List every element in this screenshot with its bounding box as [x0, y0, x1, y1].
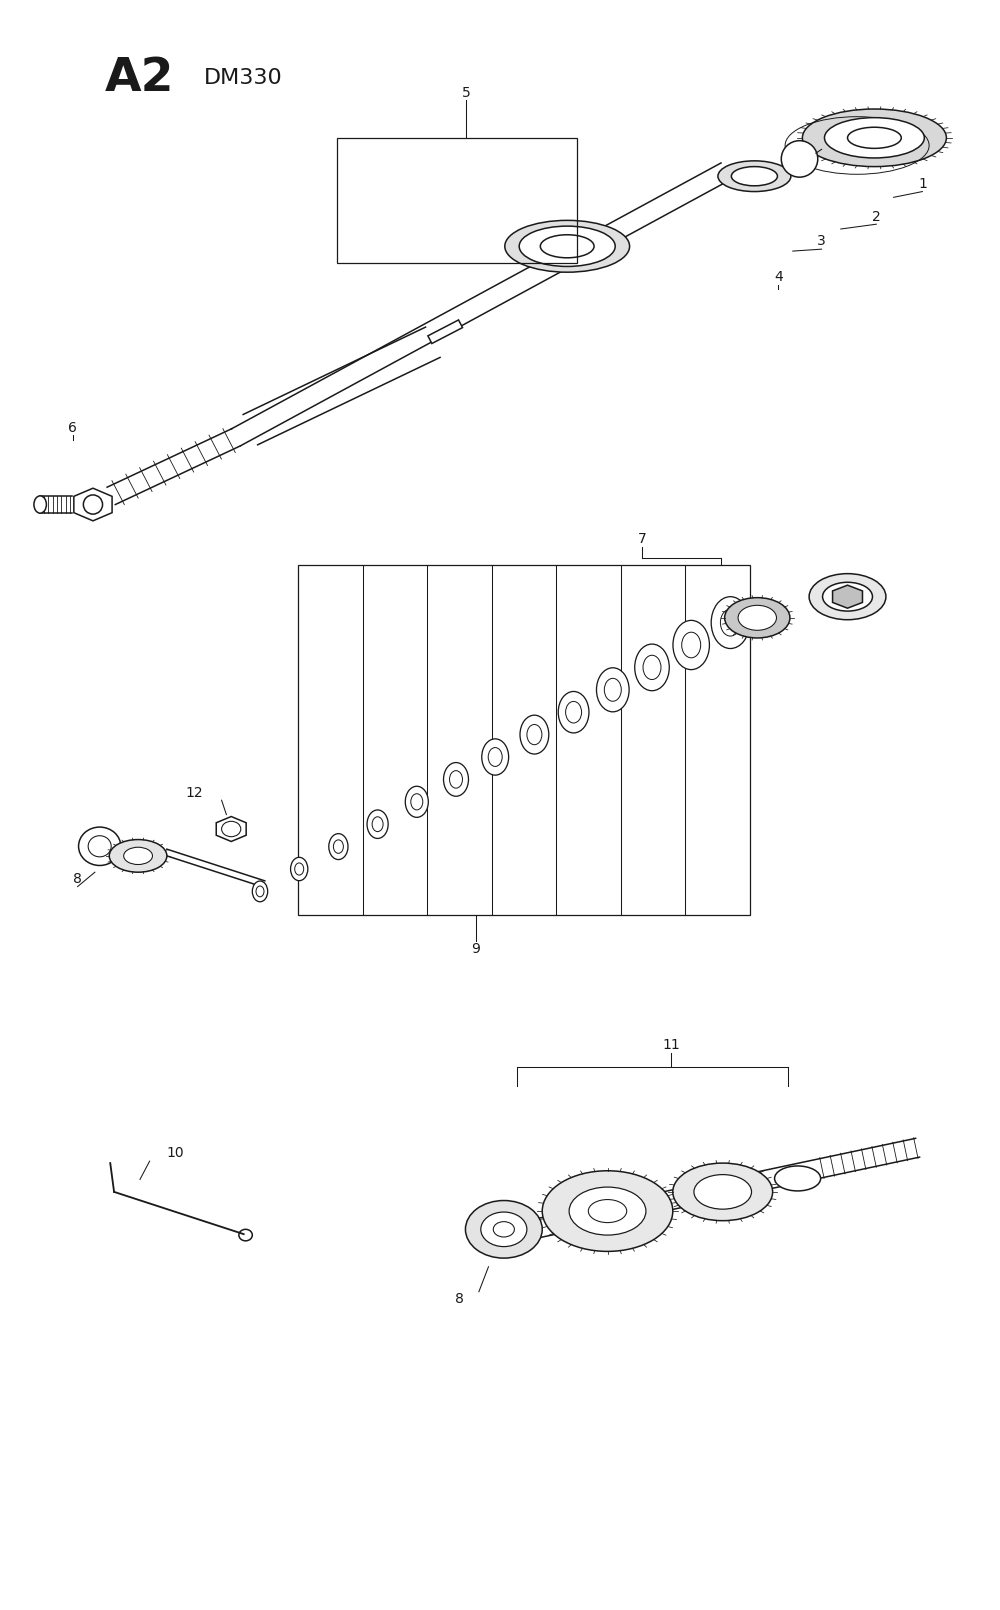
Ellipse shape	[83, 494, 103, 514]
Ellipse shape	[239, 1230, 252, 1241]
Text: 4: 4	[774, 270, 783, 283]
Ellipse shape	[569, 1187, 646, 1235]
Text: 5: 5	[462, 85, 471, 100]
Ellipse shape	[718, 161, 791, 192]
Text: 12: 12	[186, 786, 204, 800]
Ellipse shape	[256, 886, 264, 897]
Text: 8: 8	[73, 873, 82, 886]
Text: 6: 6	[68, 420, 77, 435]
Polygon shape	[216, 816, 246, 842]
Text: 2: 2	[872, 209, 881, 224]
Bar	[298, 565, 750, 916]
Ellipse shape	[450, 771, 462, 789]
Text: 10: 10	[167, 1146, 184, 1161]
Polygon shape	[428, 320, 463, 343]
Text: 1: 1	[918, 177, 927, 192]
Text: 8: 8	[455, 1293, 464, 1306]
Ellipse shape	[493, 1222, 514, 1236]
Ellipse shape	[635, 644, 669, 691]
Ellipse shape	[109, 839, 167, 873]
Ellipse shape	[711, 597, 750, 649]
Ellipse shape	[588, 1199, 627, 1222]
Ellipse shape	[673, 1162, 773, 1220]
Ellipse shape	[558, 691, 589, 733]
Polygon shape	[74, 488, 112, 522]
Ellipse shape	[329, 834, 348, 860]
Ellipse shape	[823, 583, 872, 612]
Ellipse shape	[682, 633, 701, 658]
Ellipse shape	[79, 828, 121, 866]
Ellipse shape	[738, 605, 776, 630]
Ellipse shape	[295, 863, 304, 876]
Ellipse shape	[481, 1212, 527, 1246]
Ellipse shape	[482, 739, 509, 774]
Ellipse shape	[781, 140, 818, 177]
Text: A2: A2	[104, 56, 174, 101]
Ellipse shape	[809, 573, 886, 620]
Ellipse shape	[520, 715, 549, 753]
Ellipse shape	[775, 1166, 821, 1191]
Ellipse shape	[444, 763, 468, 797]
Ellipse shape	[411, 794, 423, 810]
Ellipse shape	[566, 702, 582, 723]
Ellipse shape	[222, 821, 241, 837]
Text: 7: 7	[638, 531, 646, 546]
Ellipse shape	[802, 109, 946, 166]
Polygon shape	[833, 584, 862, 609]
Ellipse shape	[824, 118, 924, 158]
Text: DM330: DM330	[204, 68, 283, 89]
Ellipse shape	[372, 816, 383, 832]
Ellipse shape	[519, 225, 615, 266]
Text: 3: 3	[817, 235, 826, 248]
Ellipse shape	[643, 655, 661, 679]
Ellipse shape	[725, 597, 790, 638]
Ellipse shape	[88, 836, 111, 857]
Ellipse shape	[694, 1175, 752, 1209]
Ellipse shape	[731, 166, 777, 185]
Ellipse shape	[604, 678, 621, 702]
Ellipse shape	[367, 810, 388, 839]
Text: 9: 9	[472, 942, 480, 956]
Ellipse shape	[720, 609, 740, 636]
Text: 11: 11	[662, 1038, 680, 1051]
Ellipse shape	[488, 747, 502, 766]
Ellipse shape	[124, 847, 152, 865]
Ellipse shape	[596, 668, 629, 712]
Ellipse shape	[252, 881, 268, 902]
Ellipse shape	[291, 858, 308, 881]
Bar	[337, 138, 577, 262]
Ellipse shape	[465, 1201, 542, 1257]
Ellipse shape	[542, 1170, 673, 1251]
Ellipse shape	[405, 786, 428, 818]
Ellipse shape	[540, 235, 594, 258]
Ellipse shape	[34, 496, 46, 514]
Ellipse shape	[527, 724, 542, 745]
Ellipse shape	[505, 221, 630, 272]
Ellipse shape	[673, 620, 709, 670]
Ellipse shape	[333, 840, 343, 853]
Ellipse shape	[848, 127, 901, 148]
